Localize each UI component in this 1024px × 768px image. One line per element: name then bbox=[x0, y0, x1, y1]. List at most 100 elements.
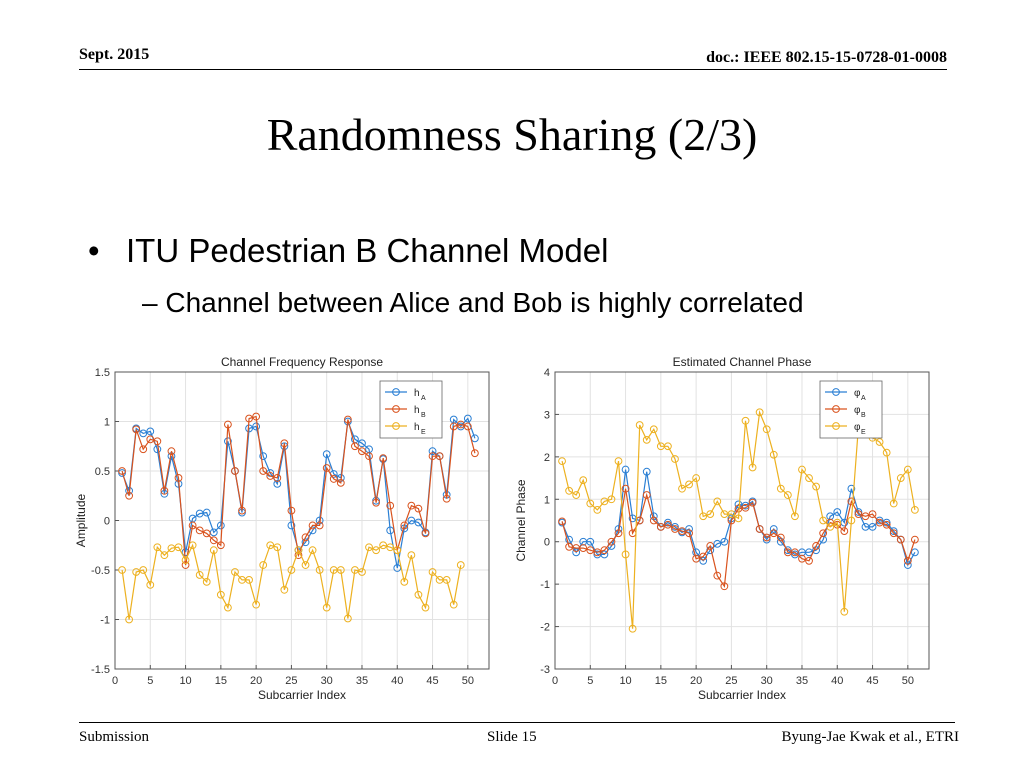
data-point bbox=[699, 512, 708, 521]
data-point bbox=[847, 497, 856, 506]
data-point bbox=[280, 439, 289, 448]
x-tick-label: 50 bbox=[462, 675, 474, 687]
data-point bbox=[195, 571, 204, 579]
legend-swatch-marker bbox=[832, 422, 840, 430]
data-point bbox=[273, 474, 282, 482]
data-point bbox=[216, 590, 225, 599]
data-point bbox=[607, 537, 616, 546]
legend-label: φ bbox=[854, 422, 861, 433]
data-point bbox=[600, 497, 609, 506]
data-point bbox=[379, 454, 388, 463]
data-point bbox=[685, 525, 693, 533]
data-point bbox=[301, 533, 310, 542]
chart-svg: 0 5 10 15 20 25 30 35 40 45 50 -1.5 -1 -0.5 0 0.5 1 1.5 Ch… bbox=[74, 355, 490, 700]
data-point bbox=[882, 448, 891, 457]
data-point bbox=[139, 566, 148, 574]
data-point bbox=[875, 518, 884, 527]
data-point bbox=[882, 520, 891, 529]
data-point bbox=[671, 525, 679, 533]
data-point bbox=[273, 479, 282, 488]
data-point bbox=[174, 543, 183, 552]
data-point bbox=[238, 506, 246, 515]
data-point bbox=[421, 603, 430, 612]
data-point bbox=[840, 527, 849, 536]
data-point bbox=[664, 520, 672, 529]
data-point bbox=[910, 505, 919, 514]
data-point bbox=[699, 556, 708, 565]
data-point bbox=[231, 568, 239, 576]
data-point bbox=[463, 414, 472, 423]
data-point bbox=[224, 437, 232, 446]
data-point bbox=[202, 529, 211, 538]
data-point bbox=[586, 546, 595, 555]
data-point bbox=[614, 457, 623, 465]
data-point bbox=[734, 514, 743, 523]
data-point bbox=[635, 421, 644, 429]
data-point bbox=[336, 478, 345, 487]
data-point bbox=[910, 535, 919, 544]
x-tick-label: 25 bbox=[725, 675, 737, 687]
data-point bbox=[174, 474, 183, 482]
data-point bbox=[259, 467, 268, 475]
data-point bbox=[678, 527, 686, 536]
data-point bbox=[351, 442, 359, 451]
data-point bbox=[762, 533, 771, 542]
data-point bbox=[181, 556, 190, 565]
data-point bbox=[791, 550, 799, 559]
data-point bbox=[153, 445, 162, 454]
x-tick-label: 0 bbox=[552, 675, 558, 687]
data-point bbox=[435, 452, 444, 461]
data-point bbox=[621, 465, 630, 474]
data-point bbox=[741, 416, 750, 425]
legend-label: h bbox=[414, 388, 420, 399]
data-point bbox=[819, 529, 828, 538]
data-point bbox=[720, 582, 729, 591]
x-tick-label: 25 bbox=[285, 675, 297, 687]
data-point bbox=[755, 408, 764, 417]
legend-label-subscript: B bbox=[421, 412, 426, 419]
data-point bbox=[343, 415, 352, 424]
data-point bbox=[315, 521, 324, 530]
data-point bbox=[854, 510, 863, 519]
data-point bbox=[558, 457, 566, 465]
data-point bbox=[428, 447, 437, 456]
data-point bbox=[692, 474, 701, 482]
data-point bbox=[833, 508, 842, 516]
data-point bbox=[812, 482, 820, 491]
data-point bbox=[805, 556, 813, 565]
data-point bbox=[903, 556, 912, 565]
y-tick-label: 1 bbox=[544, 494, 550, 506]
data-point bbox=[266, 541, 275, 550]
bullet-dot: • bbox=[88, 232, 100, 269]
x-tick-label: 15 bbox=[655, 675, 667, 687]
data-point bbox=[400, 521, 409, 530]
y-tick-label: 2 bbox=[544, 452, 550, 464]
x-tick-label: 45 bbox=[426, 675, 438, 687]
x-tick-label: 20 bbox=[250, 675, 262, 687]
data-point bbox=[280, 442, 289, 451]
data-point bbox=[365, 452, 373, 461]
data-point bbox=[903, 465, 912, 474]
x-tick-label: 35 bbox=[356, 675, 368, 687]
y-tick-label: 4 bbox=[544, 367, 550, 379]
data-point bbox=[160, 486, 169, 495]
data-point bbox=[209, 546, 218, 555]
data-point bbox=[833, 518, 842, 527]
data-point bbox=[621, 550, 630, 559]
data-point bbox=[854, 508, 863, 516]
data-point bbox=[791, 548, 799, 557]
data-point bbox=[329, 475, 338, 483]
data-point bbox=[456, 420, 465, 429]
data-point bbox=[259, 452, 268, 461]
data-point bbox=[699, 552, 708, 561]
data-point bbox=[565, 486, 574, 495]
data-point bbox=[315, 566, 324, 574]
data-point bbox=[649, 516, 658, 525]
data-point bbox=[656, 522, 665, 531]
legend-label-subscript: E bbox=[421, 429, 426, 436]
data-point bbox=[861, 512, 870, 521]
data-point bbox=[607, 495, 616, 504]
data-point bbox=[216, 521, 225, 530]
data-point bbox=[642, 435, 651, 444]
data-point bbox=[826, 522, 835, 531]
